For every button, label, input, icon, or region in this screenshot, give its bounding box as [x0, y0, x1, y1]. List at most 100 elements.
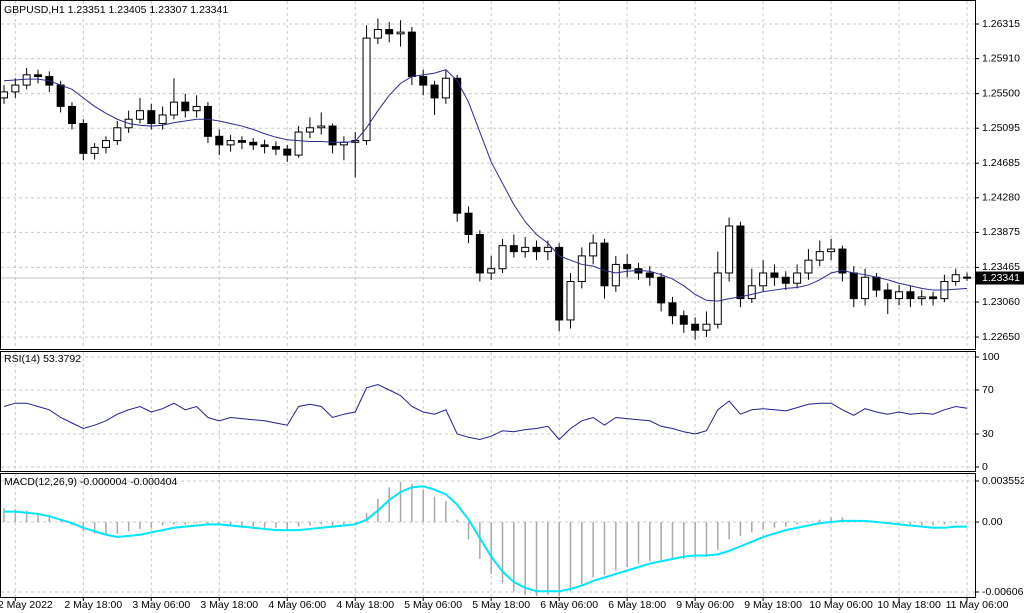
- candle-body: [158, 114, 167, 125]
- macd-bar: [569, 522, 572, 592]
- macd-bar: [762, 522, 764, 529]
- macd-bar: [82, 522, 85, 532]
- candle-body: [271, 146, 280, 150]
- macd-bar: [263, 522, 266, 528]
- x-tick-label: 5 May 18:00: [472, 599, 530, 611]
- macd-bar: [671, 522, 674, 561]
- macd-bar: [785, 522, 787, 527]
- macd-bar: [547, 522, 549, 595]
- x-tick-label: 5 May 06:00: [404, 599, 462, 611]
- candle-body: [249, 141, 258, 146]
- macd-bar: [173, 522, 175, 525]
- macd-bar: [717, 522, 719, 550]
- y-tick-label: 1.25095: [982, 122, 1020, 134]
- candle-body: [815, 251, 824, 261]
- x-tick-label: 10 May 18:00: [877, 599, 941, 611]
- y-tick-label: 1.24280: [982, 192, 1020, 204]
- candle-body: [283, 148, 292, 156]
- macd-bar: [954, 522, 957, 524]
- macd-bar: [3, 508, 5, 523]
- candle-body: [781, 276, 790, 284]
- macd-bar: [773, 522, 776, 528]
- candle-body: [645, 272, 654, 278]
- candle-body: [793, 272, 802, 284]
- candle-body: [56, 84, 65, 107]
- macd-bar: [943, 522, 946, 525]
- candle-body: [498, 245, 507, 270]
- candle-body: [736, 225, 745, 300]
- x-tick-label: 2 May 2022: [0, 599, 53, 611]
- candle-body: [827, 248, 836, 253]
- macd-bar: [320, 522, 322, 525]
- y-tick-label: 1.25500: [982, 87, 1020, 99]
- candle-body: [872, 276, 881, 291]
- y-tick-label: 100: [982, 351, 1000, 363]
- candle-body: [475, 234, 484, 274]
- candle-body: [623, 263, 632, 270]
- candle-body: [521, 246, 530, 253]
- y-tick-label: 0: [982, 461, 988, 473]
- macd-bar: [343, 522, 345, 525]
- x-tick-label: 10 May 06:00: [809, 599, 873, 611]
- macd-bar: [581, 522, 583, 585]
- y-tick-label: 1.23060: [982, 296, 1020, 308]
- macd-bar: [139, 522, 141, 529]
- macd-bar: [116, 522, 119, 534]
- y-tick-label: 1.24685: [982, 157, 1020, 169]
- macd-bar: [513, 522, 515, 592]
- candle-body: [203, 105, 212, 137]
- candle-body: [895, 291, 904, 300]
- candle-body: [849, 272, 858, 300]
- macd-bar: [751, 522, 753, 533]
- main-frame: [0, 0, 976, 350]
- macd-bar: [456, 519, 458, 523]
- macd-bar: [354, 522, 356, 524]
- x-tick-label: 11 May 06:00: [946, 599, 1009, 611]
- macd-bar: [150, 522, 153, 528]
- candle-body: [113, 127, 122, 142]
- macd-bar: [660, 522, 662, 561]
- macd-bar: [59, 520, 62, 523]
- macd-bar: [229, 522, 232, 526]
- macd-bar: [127, 522, 130, 532]
- candle-body: [838, 248, 847, 274]
- macd-bar: [275, 522, 277, 528]
- macd-bar: [694, 522, 696, 558]
- macd-bar: [252, 522, 255, 527]
- candle-body: [668, 302, 677, 317]
- candle-body: [33, 74, 42, 78]
- candle-body: [453, 77, 462, 214]
- macd-bar: [467, 522, 470, 540]
- candle-body: [861, 276, 870, 300]
- candle-body: [294, 131, 303, 156]
- macd-bar: [705, 522, 708, 557]
- macd-bar: [241, 522, 243, 527]
- x-tick-label: 4 May 06:00: [268, 599, 326, 611]
- macd-bar: [592, 522, 594, 578]
- macd-bar: [909, 522, 912, 526]
- candle-body: [906, 291, 915, 300]
- candle-body: [260, 144, 269, 148]
- rsi-frame: [0, 351, 976, 472]
- macd-bar: [331, 522, 334, 526]
- macd-signal: [4, 485, 968, 593]
- macd-bar: [898, 522, 900, 525]
- macd-frame: [0, 473, 976, 598]
- y-tick-label: 0.00: [982, 516, 1003, 528]
- y-tick-label: 30: [982, 428, 994, 440]
- main-title: GBPUSD,H1 1.23351 1.23405 1.23307 1.2334…: [4, 4, 228, 16]
- last-price-label: 1.23341: [982, 272, 1020, 284]
- y-tick-label: 70: [982, 384, 994, 396]
- macd-bar: [558, 522, 560, 596]
- indicator-line: [3, 383, 968, 441]
- macd-bar: [388, 487, 390, 523]
- candle-body: [135, 110, 144, 120]
- macd-bar: [830, 517, 832, 523]
- macd-bar: [683, 522, 685, 559]
- macd-bar: [819, 519, 821, 523]
- candle-body: [237, 140, 246, 143]
- candle-body: [532, 246, 541, 253]
- candle-body: [419, 76, 428, 86]
